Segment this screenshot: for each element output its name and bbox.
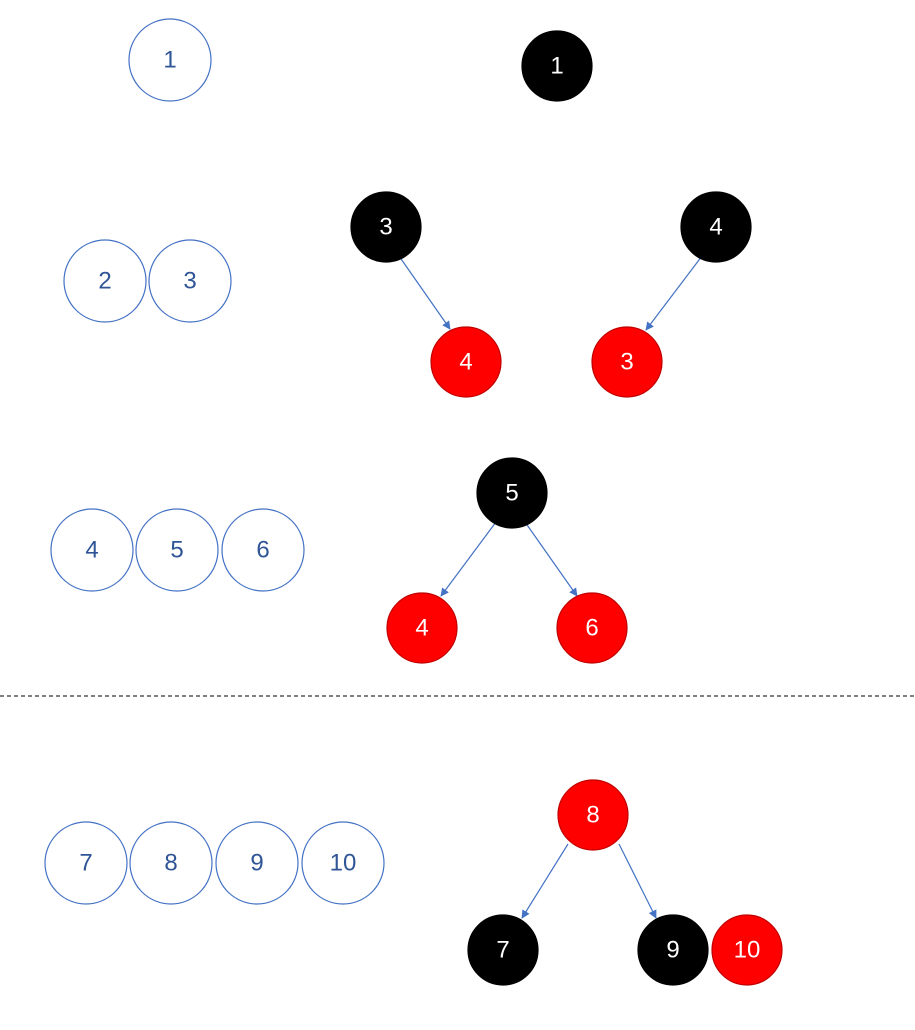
key-label: 9 bbox=[250, 850, 263, 877]
key-label: 4 bbox=[85, 537, 98, 564]
key-label: 2 bbox=[98, 268, 111, 295]
edge-arrow bbox=[524, 521, 578, 597]
key-circle bbox=[128, 18, 212, 102]
key-label: 5 bbox=[170, 537, 183, 564]
key-label: 7 bbox=[79, 850, 92, 877]
node-label: 3 bbox=[620, 349, 633, 376]
key-circle bbox=[221, 508, 305, 592]
tree-3-4: 3 4 bbox=[350, 191, 502, 398]
edge-arrow bbox=[398, 255, 451, 330]
key-circle bbox=[129, 821, 213, 905]
black-node bbox=[476, 457, 548, 529]
red-node bbox=[557, 779, 629, 851]
row-4-5-6-keys: 4 5 6 bbox=[50, 508, 305, 592]
red-node bbox=[386, 592, 458, 664]
black-node bbox=[637, 914, 709, 986]
key-label: 3 bbox=[183, 268, 196, 295]
node-label: 7 bbox=[496, 937, 509, 964]
edge-arrow bbox=[440, 521, 497, 597]
red-node bbox=[711, 914, 783, 986]
key-circle bbox=[301, 821, 385, 905]
key-circle bbox=[135, 508, 219, 592]
key-circle bbox=[44, 821, 128, 905]
key-label: 1 bbox=[163, 47, 176, 74]
row-1-keys: 1 bbox=[128, 18, 212, 102]
black-node bbox=[521, 30, 593, 102]
node-label: 6 bbox=[585, 615, 598, 642]
edge-arrow bbox=[521, 843, 569, 919]
row-7-10-keys: 7 8 9 10 bbox=[44, 821, 385, 905]
key-label: 10 bbox=[330, 850, 357, 877]
key-circle bbox=[50, 508, 134, 592]
key-label: 8 bbox=[164, 850, 177, 877]
black-node bbox=[350, 191, 422, 263]
node-label: 8 bbox=[586, 802, 599, 829]
node-label: 4 bbox=[415, 615, 428, 642]
key-label: 6 bbox=[256, 537, 269, 564]
node-label: 10 bbox=[734, 937, 761, 964]
tree-4-3: 4 3 bbox=[591, 191, 752, 398]
red-node bbox=[591, 326, 663, 398]
key-circle bbox=[215, 821, 299, 905]
key-circle bbox=[63, 239, 147, 323]
node-label: 4 bbox=[459, 349, 472, 376]
red-node bbox=[430, 326, 502, 398]
node-label: 4 bbox=[709, 214, 722, 241]
node-label: 5 bbox=[505, 480, 518, 507]
node-label: 1 bbox=[550, 53, 563, 80]
node-label: 9 bbox=[666, 937, 679, 964]
edge-arrow bbox=[618, 843, 657, 919]
red-node bbox=[556, 592, 628, 664]
edge-arrow bbox=[645, 255, 703, 331]
tree-5: 5 4 6 bbox=[386, 457, 628, 664]
black-node bbox=[467, 914, 539, 986]
tree-8: 8 7 9 10 bbox=[467, 779, 783, 986]
key-circle bbox=[148, 239, 232, 323]
row-2-3-keys: 2 3 bbox=[63, 239, 232, 323]
tree-1: 1 bbox=[521, 30, 593, 102]
node-label: 3 bbox=[379, 214, 392, 241]
black-node bbox=[680, 191, 752, 263]
